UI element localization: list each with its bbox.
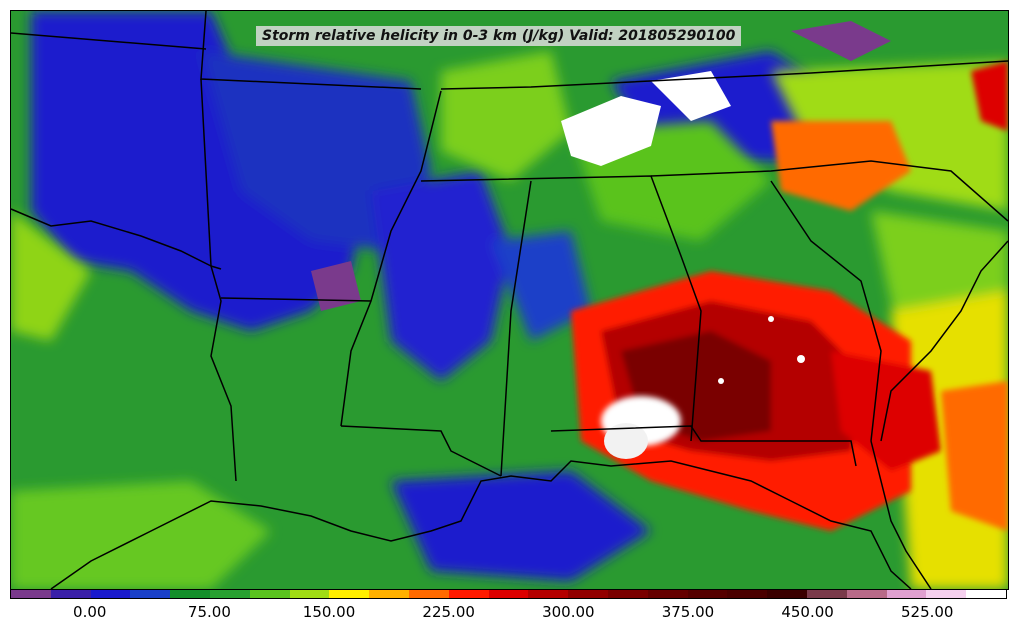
colorbar-segment <box>727 590 768 598</box>
colorbar-segment <box>806 590 847 598</box>
colorbar-tick-label: 450.00 <box>781 603 834 621</box>
colorbar-segment <box>488 590 529 598</box>
colorbar-tick-label: 150.00 <box>302 603 356 621</box>
helicity-map <box>11 11 1008 589</box>
colorbar-segment <box>50 590 91 598</box>
chart-title: Storm relative helicity in 0-3 km (J/kg)… <box>256 26 742 46</box>
moderate-helicity-region <box>11 51 1008 589</box>
colorbar-segment <box>369 590 409 598</box>
colorbar <box>10 589 1007 599</box>
colorbar-segment <box>886 590 927 598</box>
colorbar-segment <box>966 590 1006 598</box>
colorbar-segment <box>90 590 131 598</box>
colorbar-segment <box>448 590 489 598</box>
state-boundaries <box>11 11 1008 482</box>
colorbar-tick-label: 300.00 <box>542 603 595 621</box>
colorbar-segment <box>647 590 688 598</box>
colorbar-segment <box>11 590 51 598</box>
colorbar-tick-label: 75.00 <box>187 603 231 621</box>
colorbar-labels: 0.00 75.00 150.00 225.00 300.00 375.00 450.00 5… <box>10 603 1007 625</box>
colorbar-segment <box>846 590 887 598</box>
colorbar-segment <box>289 590 330 598</box>
colorbar-tick-label: 525.00 <box>900 603 954 621</box>
map-panel: Storm relative helicity in 0-3 km (J/kg)… <box>10 10 1009 590</box>
colorbar-segment <box>926 590 967 598</box>
colorbar-segment <box>607 590 648 598</box>
colorbar-tick-label: 225.00 <box>422 603 475 621</box>
colorbar-segment <box>687 590 728 598</box>
colorbar-segment <box>767 590 807 598</box>
colorbar-tick-label: 375.00 <box>661 603 715 621</box>
colorbar-tick-label: 0.00 <box>73 603 107 621</box>
colorbar-segment <box>329 590 370 598</box>
colorbar-segment <box>249 590 290 598</box>
colorbar-segment <box>209 590 250 598</box>
extreme-helicity-patches <box>311 21 891 459</box>
colorbar-segment <box>528 590 569 598</box>
colorbar-segment <box>408 590 449 598</box>
coastline <box>11 208 1008 589</box>
colorbar-segment <box>170 590 210 598</box>
colorbar-segment <box>130 590 171 598</box>
colorbar-segment <box>568 590 608 598</box>
